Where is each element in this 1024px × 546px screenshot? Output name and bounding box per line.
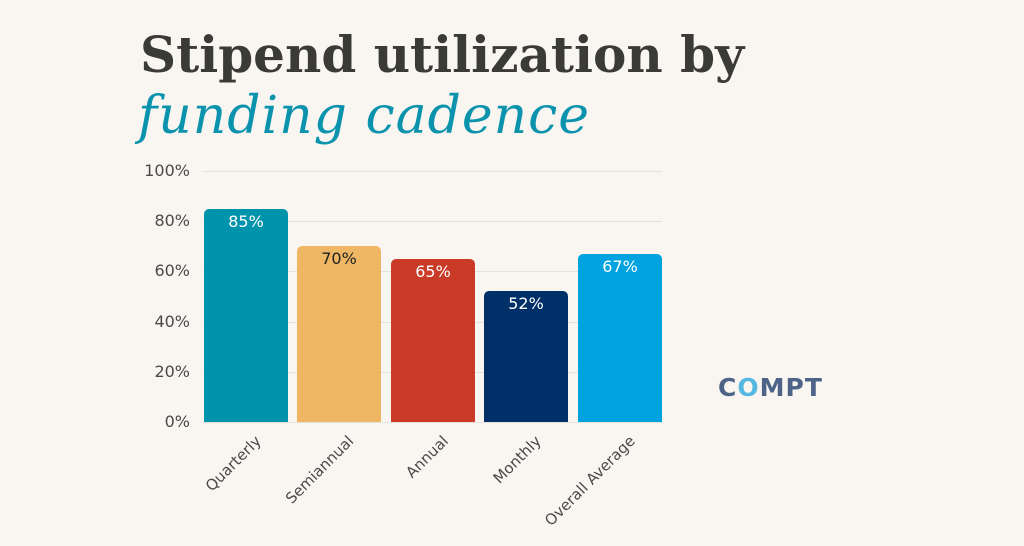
bar-value-label: 67%	[602, 256, 638, 276]
y-tick-label: 20%	[154, 361, 190, 381]
bar-value-label: 65%	[415, 261, 451, 281]
gridline	[203, 221, 662, 222]
x-tick-label: Quarterly	[201, 432, 265, 495]
bar: 70%	[297, 246, 381, 422]
x-tick-label: Monthly	[489, 432, 545, 488]
compt-logo: COMPT	[718, 373, 823, 402]
chart-title-line2: funding cadence	[138, 86, 591, 146]
gridline	[203, 171, 662, 172]
bar: 52%	[484, 291, 568, 422]
y-tick-label: 80%	[154, 211, 190, 231]
bar: 65%	[391, 258, 475, 422]
x-tick-label: Semiannual	[282, 432, 358, 508]
bar-value-label: 85%	[228, 211, 264, 231]
logo-text-mpt: MPT	[759, 373, 823, 402]
plot-area: 85% 70% 65% 52% 67%	[203, 171, 662, 423]
y-tick-label: 60%	[154, 261, 190, 281]
logo-o-icon: O	[737, 373, 760, 402]
y-tick-label: 40%	[154, 311, 190, 331]
bar-value-label: 52%	[508, 294, 544, 314]
chart-title-line1: Stipend utilization by	[140, 25, 745, 84]
bar-value-label: 70%	[321, 249, 357, 269]
y-tick-label: 100%	[144, 161, 190, 180]
bar: 85%	[204, 208, 288, 422]
gridline	[203, 422, 662, 423]
x-tick-label: Overall Average	[541, 432, 639, 530]
y-tick-label: 0%	[164, 412, 190, 431]
logo-text-c: C	[718, 373, 738, 402]
x-tick-label: Annual	[402, 432, 452, 482]
bar: 67%	[578, 253, 662, 422]
